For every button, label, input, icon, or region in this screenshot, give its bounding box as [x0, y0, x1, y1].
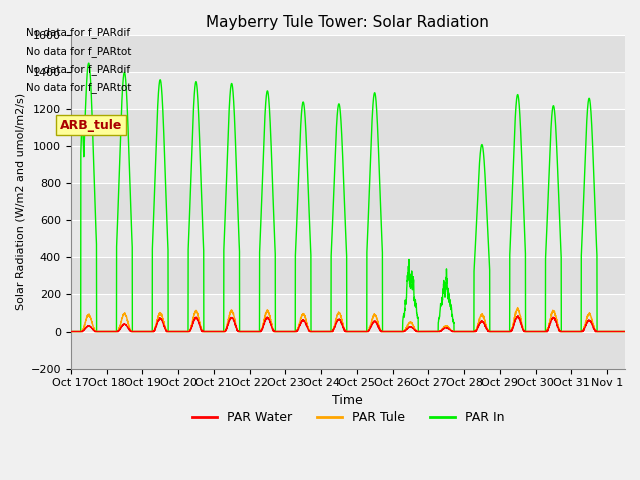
- PAR In: [514, 92, 522, 97]
- PAR In: [542, 247, 550, 253]
- Line: PAR In: PAR In: [71, 63, 640, 332]
- Line: PAR Tule: PAR Tule: [71, 308, 640, 332]
- Text: No data for f_PARdif: No data for f_PARdif: [26, 27, 131, 38]
- PAR Tule: [378, 329, 386, 335]
- PAR Tule: [67, 329, 75, 335]
- PAR In: [639, 329, 640, 335]
- PAR Water: [557, 329, 564, 335]
- PAR Tule: [514, 306, 522, 312]
- Legend: PAR Water, PAR Tule, PAR In: PAR Water, PAR Tule, PAR In: [186, 406, 509, 429]
- PAR In: [85, 60, 93, 66]
- PAR Water: [186, 329, 193, 335]
- Bar: [71, 36, 625, 72]
- PAR Water: [378, 329, 386, 335]
- PAR In: [378, 244, 386, 250]
- Title: Mayberry Tule Tower: Solar Radiation: Mayberry Tule Tower: Solar Radiation: [206, 15, 489, 30]
- PAR Water: [409, 325, 417, 331]
- PAR Tule: [542, 329, 550, 335]
- Text: No data for f_PARtot: No data for f_PARtot: [26, 46, 132, 57]
- PAR Water: [514, 313, 522, 319]
- Text: No data for f_PARtot: No data for f_PARtot: [26, 82, 132, 93]
- Line: PAR Water: PAR Water: [71, 316, 640, 332]
- PAR In: [557, 244, 564, 250]
- Bar: [71, 332, 625, 369]
- Bar: [71, 257, 625, 295]
- PAR In: [409, 276, 417, 282]
- PAR Water: [639, 329, 640, 335]
- X-axis label: Time: Time: [332, 394, 364, 407]
- PAR Water: [67, 329, 75, 335]
- Bar: [71, 183, 625, 220]
- Y-axis label: Solar Radiation (W/m2 and umol/m2/s): Solar Radiation (W/m2 and umol/m2/s): [15, 94, 25, 311]
- Text: No data for f_PARdif: No data for f_PARdif: [26, 64, 131, 75]
- PAR Tule: [557, 329, 564, 335]
- PAR Water: [514, 314, 522, 320]
- Text: ARB_tule: ARB_tule: [60, 119, 122, 132]
- PAR Tule: [409, 322, 417, 327]
- PAR In: [186, 212, 193, 217]
- PAR Tule: [639, 329, 640, 335]
- PAR Water: [542, 329, 550, 335]
- Bar: [71, 109, 625, 146]
- PAR Tule: [514, 305, 522, 311]
- PAR Tule: [186, 328, 193, 334]
- PAR In: [67, 329, 75, 335]
